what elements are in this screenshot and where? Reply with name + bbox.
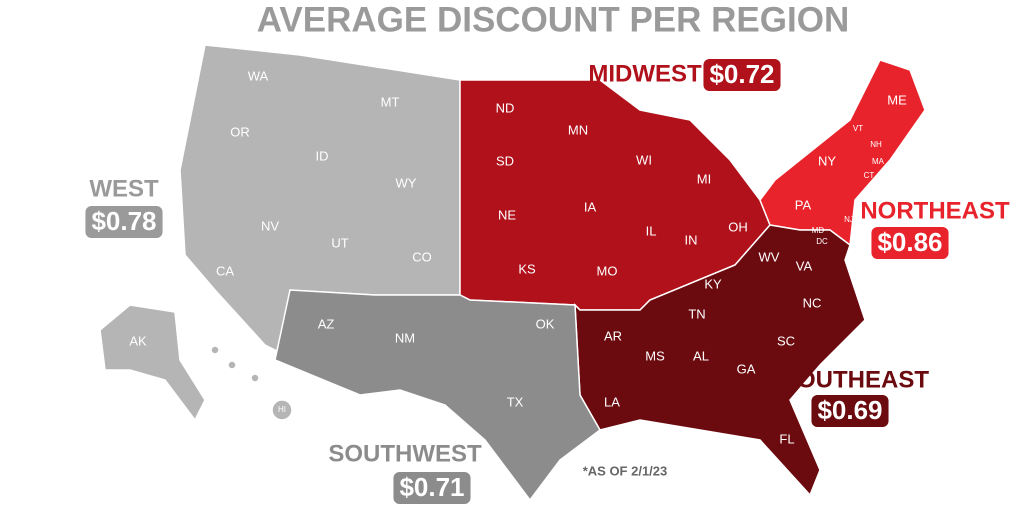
- state-label: IL: [646, 223, 657, 238]
- state-label: MA: [872, 157, 885, 166]
- state-label: AL: [693, 348, 709, 363]
- state-label: GA: [737, 361, 756, 376]
- state-label: RI: [884, 171, 892, 180]
- southwest-shape: [274, 289, 601, 502]
- region-value-pill: [393, 472, 471, 504]
- region-name: SOUTHEAST: [781, 366, 929, 393]
- state-label: MS: [645, 348, 665, 363]
- region-value-pill: [871, 227, 949, 259]
- state-label: PA: [795, 197, 812, 212]
- state-label: IN: [685, 232, 698, 247]
- state-label: HI: [278, 405, 286, 414]
- state-label: ME: [887, 92, 907, 107]
- state-label: MI: [697, 171, 711, 186]
- state-label: DC: [816, 237, 828, 246]
- state-label: WV: [759, 249, 780, 264]
- region-value-pill: [703, 59, 781, 91]
- region-name: NORTHEAST: [860, 197, 1010, 224]
- state-label: AK: [129, 333, 147, 348]
- region-value: $0.72: [709, 59, 774, 89]
- region-name: SOUTHWEST: [328, 440, 482, 467]
- state-label: AR: [604, 328, 622, 343]
- state-label: VT: [853, 124, 863, 133]
- state-label: VA: [796, 258, 813, 273]
- state-label: CO: [412, 249, 432, 264]
- southeast-shape: [574, 224, 866, 497]
- state-label: WI: [636, 152, 652, 167]
- state-label: OR: [230, 124, 250, 139]
- state-label: KY: [704, 276, 722, 291]
- region-value: $0.71: [399, 472, 464, 502]
- state-label: LA: [604, 394, 620, 409]
- region-value-pill: [811, 395, 889, 427]
- state-label: CA: [216, 263, 234, 278]
- state-label: ID: [316, 148, 329, 163]
- state-label: OH: [728, 219, 748, 234]
- state-label: CT: [864, 171, 875, 180]
- state-label: WA: [248, 68, 269, 83]
- note: *AS OF 2/1/23: [583, 463, 668, 478]
- state-label: NM: [395, 330, 415, 345]
- region-name: MIDWEST: [588, 60, 702, 87]
- state-label: WY: [396, 175, 417, 190]
- region-value: $0.86: [877, 227, 942, 257]
- state-label: NC: [803, 295, 822, 310]
- west-shape: [99, 44, 461, 422]
- state-label: NH: [870, 140, 882, 149]
- state-label: FL: [779, 431, 794, 446]
- state-label: OK: [536, 316, 555, 331]
- title: AVERAGE DISCOUNT PER REGION: [257, 0, 849, 39]
- region-name: WEST: [89, 175, 159, 202]
- state-label: NY: [818, 153, 836, 168]
- state-label: MO: [597, 263, 618, 278]
- state-label: NV: [261, 218, 279, 233]
- state-label: AZ: [318, 316, 335, 331]
- state-label: MT: [381, 94, 400, 109]
- state-label: KS: [518, 261, 536, 276]
- state-label: UT: [331, 235, 348, 250]
- state-label: IA: [584, 199, 597, 214]
- state-label: ND: [496, 100, 515, 115]
- state-label: TN: [688, 306, 705, 321]
- region-value-pill: [85, 206, 163, 238]
- state-label: NE: [498, 207, 516, 222]
- state-label: TX: [507, 394, 524, 409]
- state-label: SC: [777, 333, 795, 348]
- state-label: NJ: [844, 215, 854, 224]
- state-label: MN: [568, 122, 588, 137]
- state-label: SD: [496, 153, 514, 168]
- region-value: $0.78: [91, 206, 156, 236]
- region-value: $0.69: [817, 395, 882, 425]
- state-label: MD: [812, 226, 825, 235]
